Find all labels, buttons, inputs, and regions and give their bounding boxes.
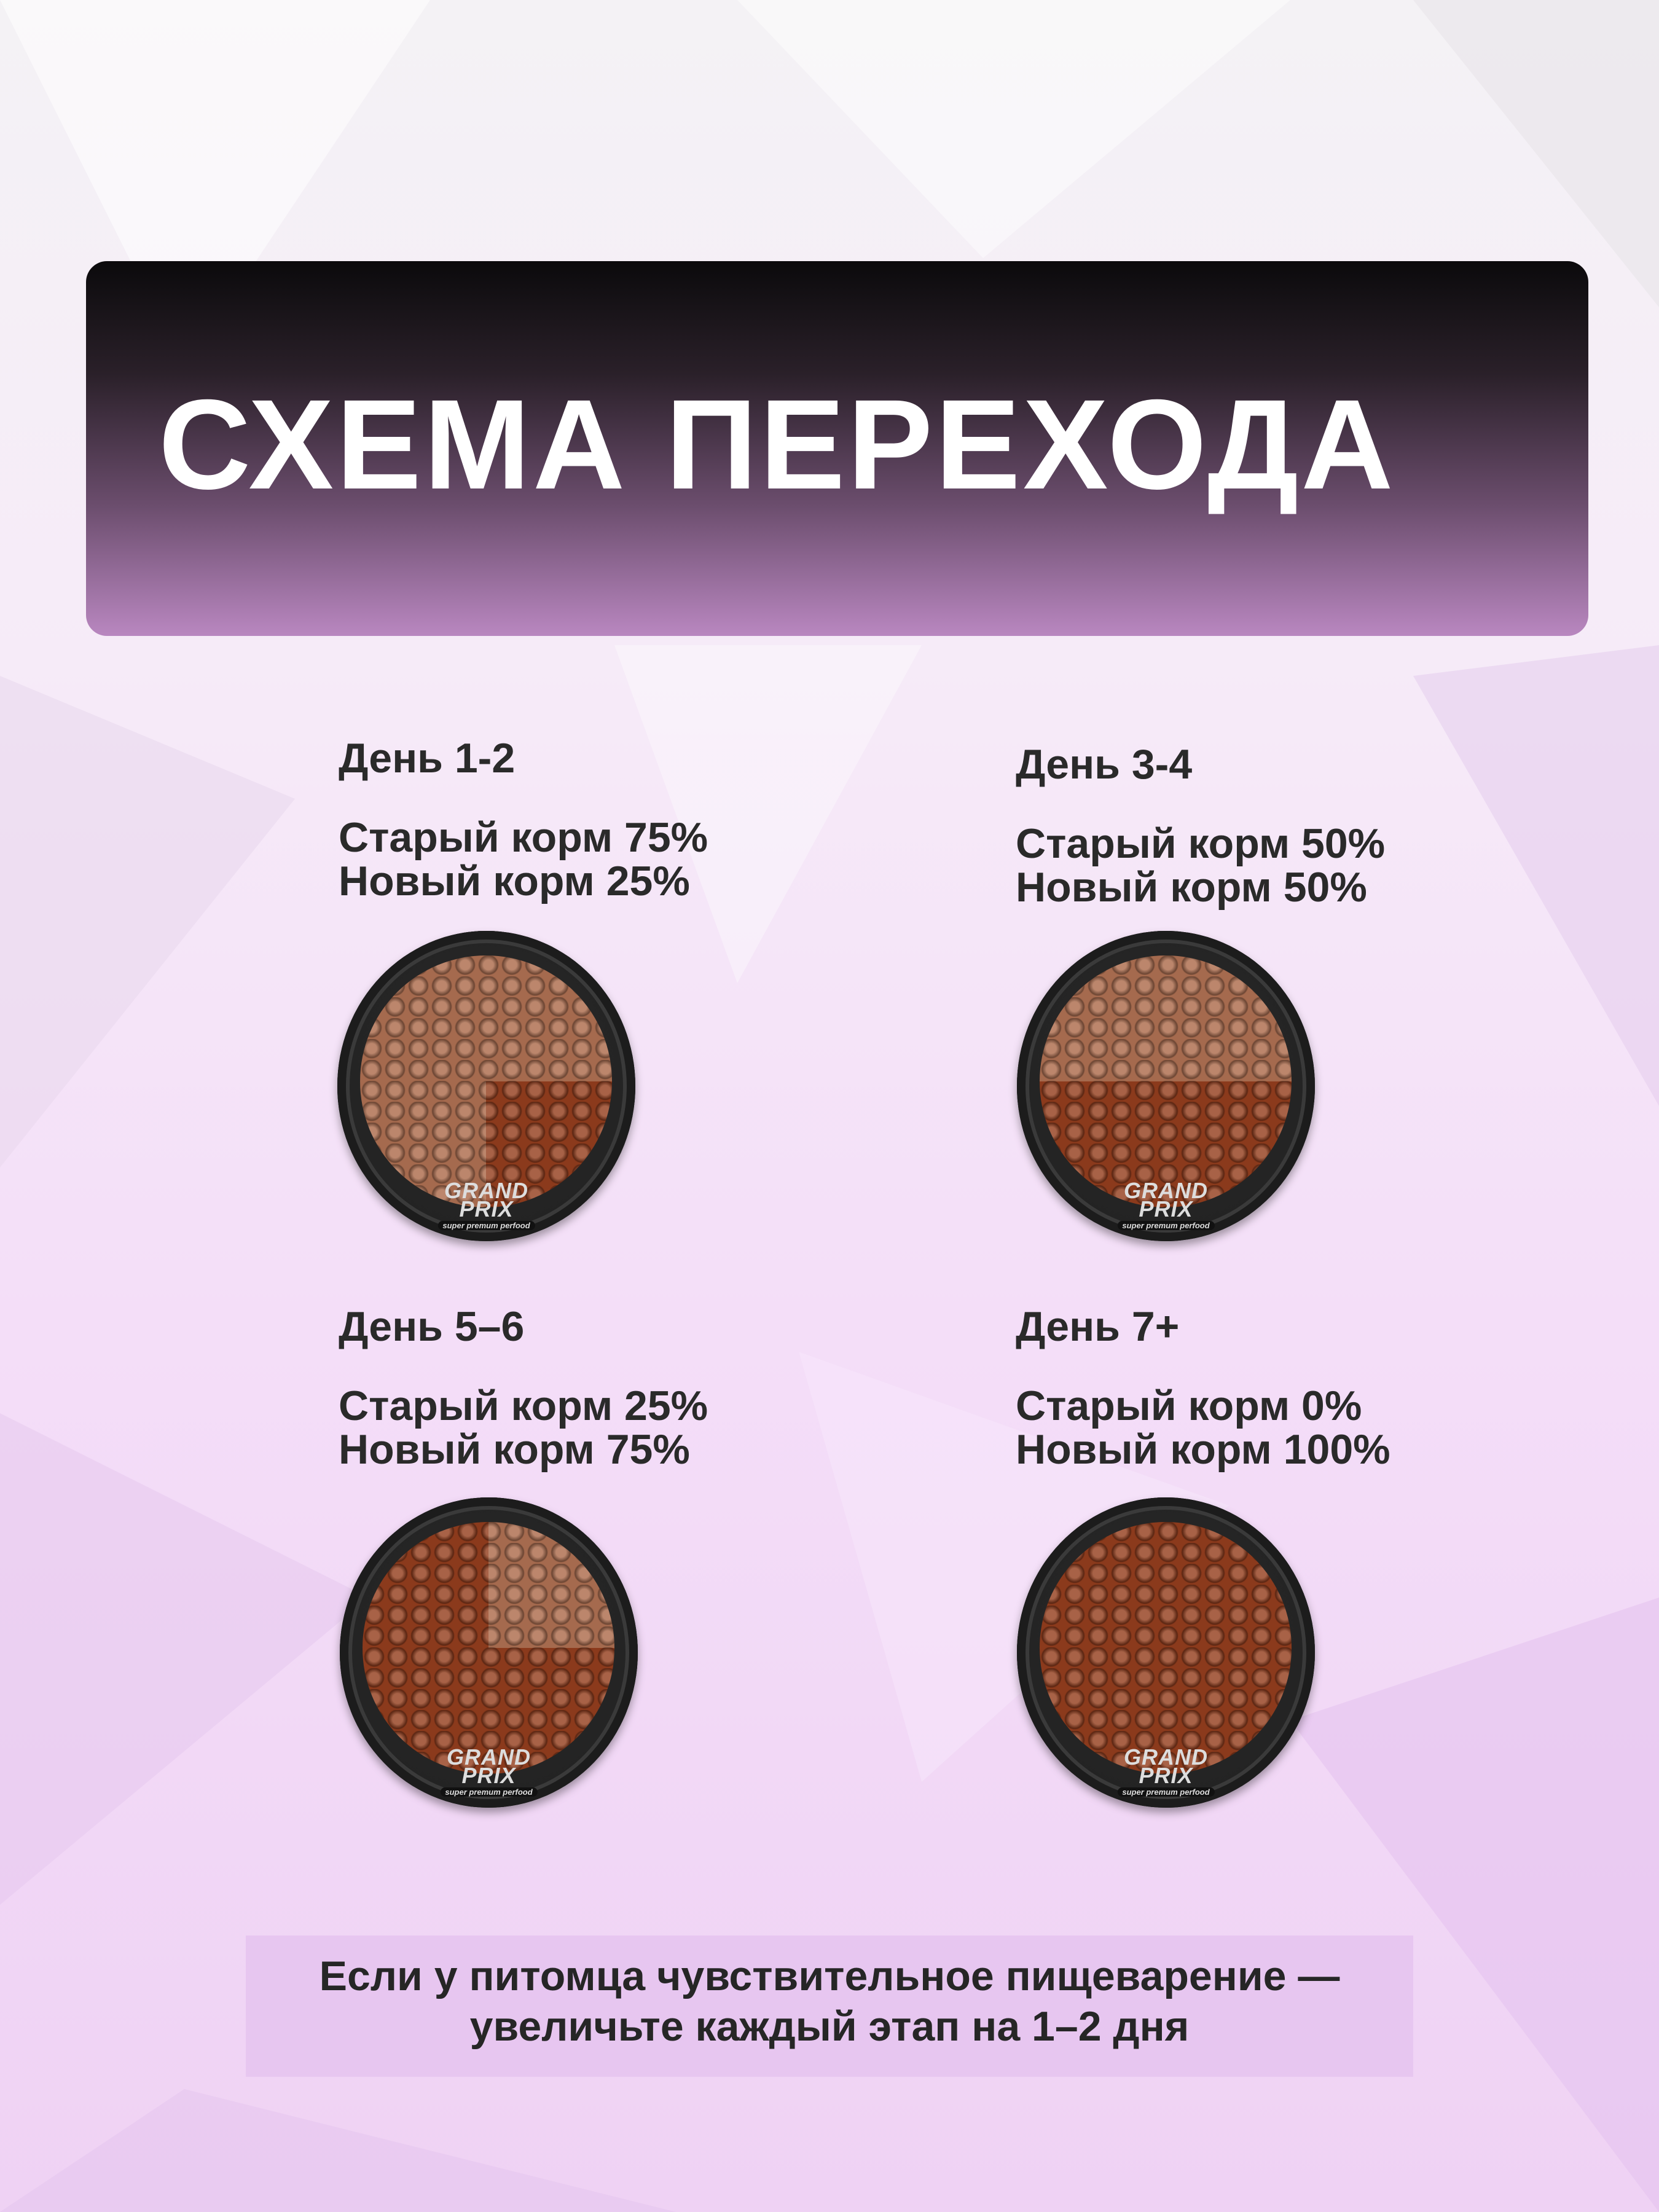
footer-note-line-2: увеличьте каждый этап на 1–2 дня xyxy=(469,2003,1190,2050)
grand-prix-logo: GRAND PRIX super premum perfood xyxy=(1117,1179,1215,1230)
food-mix-sector xyxy=(1040,1522,1292,1774)
stage-day-7: День 7+ Старый корм 0% Новый корм 100% xyxy=(1016,1306,1390,1472)
new-food-share: Новый корм 75% xyxy=(339,1426,690,1473)
header-banner xyxy=(86,261,1588,636)
food-bowl-image: GRAND PRIX super premum perfood xyxy=(1017,1497,1315,1808)
old-food-share: Старый корм 50% xyxy=(1016,820,1386,867)
page-title: СХЕМА ПЕРЕХОДА xyxy=(159,374,1396,516)
kibble-texture xyxy=(360,955,612,1207)
new-food-share: Новый корм 100% xyxy=(1016,1426,1390,1473)
food-kibble xyxy=(360,955,612,1207)
stage-day-1-2: День 1-2 Старый корм 75% Новый корм 25% xyxy=(339,737,708,903)
food-bowl-image: GRAND PRIX super premum perfood xyxy=(340,1497,638,1808)
kibble-texture xyxy=(363,1522,614,1774)
new-food-share: Новый корм 25% xyxy=(339,858,690,904)
new-food-share: Новый корм 50% xyxy=(1016,864,1367,911)
kibble-texture xyxy=(1040,1522,1292,1774)
food-bowl-image: GRAND PRIX super premum perfood xyxy=(337,931,635,1241)
old-food-share: Старый корм 0% xyxy=(1016,1382,1362,1429)
food-bowl-image: GRAND PRIX super premum perfood xyxy=(1017,931,1315,1241)
stage-day-label: День 3-4 xyxy=(1016,741,1193,788)
old-food-share: Старый корм 75% xyxy=(339,814,708,861)
food-kibble xyxy=(1040,955,1292,1207)
kibble-texture xyxy=(1040,955,1292,1207)
grand-prix-logo: GRAND PRIX super premum perfood xyxy=(437,1179,535,1230)
old-food-share: Старый корм 25% xyxy=(339,1382,708,1429)
stage-day-3-4: День 3-4 Старый корм 50% Новый корм 50% xyxy=(1016,743,1385,909)
food-mix-sector xyxy=(363,1522,614,1774)
stage-day-label: День 1-2 xyxy=(339,735,516,782)
food-kibble xyxy=(363,1522,614,1774)
food-kibble xyxy=(1040,1522,1292,1774)
food-mix-sector xyxy=(1040,955,1292,1207)
footer-note-box xyxy=(246,1936,1413,2077)
grand-prix-logo: GRAND PRIX super premum perfood xyxy=(440,1746,538,1797)
stage-day-5-6: День 5–6 Старый корм 25% Новый корм 75% xyxy=(339,1306,708,1472)
food-mix-sector xyxy=(360,955,612,1207)
stage-day-label: День 5–6 xyxy=(339,1303,525,1350)
grand-prix-logo: GRAND PRIX super premum perfood xyxy=(1117,1746,1215,1797)
footer-note-line-1: Если у питомца чувствительное пищеварени… xyxy=(319,1953,1340,1999)
footer-note: Если у питомца чувствительное пищеварени… xyxy=(0,1951,1659,2052)
stage-day-label: День 7+ xyxy=(1016,1303,1180,1350)
